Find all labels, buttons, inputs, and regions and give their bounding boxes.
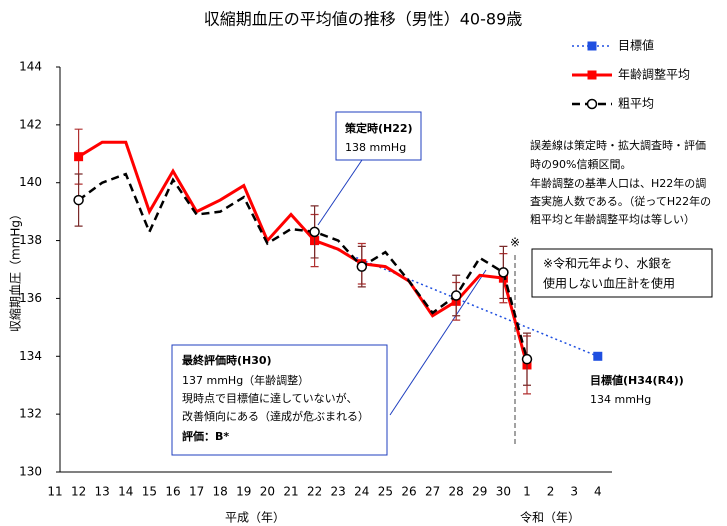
x-axis-label: 令和（年） xyxy=(520,510,580,525)
x-tick-label: 1 xyxy=(523,485,531,499)
x-tick-label: 24 xyxy=(354,485,369,499)
x-tick-label: 29 xyxy=(472,485,487,499)
reiwa-mark: ※ xyxy=(510,236,520,250)
x-tick-label: 21 xyxy=(283,485,298,499)
note-text: 年齢調整の基準人口は、H22年の調 xyxy=(530,176,706,190)
note-box xyxy=(531,248,713,298)
y-tick-label: 136 xyxy=(19,291,42,305)
point xyxy=(73,194,84,206)
point xyxy=(356,261,368,272)
annotation-text: 138 mmHg xyxy=(345,141,406,154)
series-line xyxy=(77,140,529,366)
y-tick-label: 130 xyxy=(19,465,42,479)
y-tick-label: 138 xyxy=(19,233,42,247)
y-tick-label: 134 xyxy=(19,349,42,363)
x-tick-label: 23 xyxy=(331,485,346,499)
point xyxy=(74,152,84,162)
x-tick-label: 20 xyxy=(260,485,275,499)
point xyxy=(450,290,462,301)
x-tick-label: 2 xyxy=(547,485,555,499)
x-tick-label: 12 xyxy=(71,485,86,499)
legend-label: 目標値 xyxy=(618,38,654,53)
x-tick-label: 18 xyxy=(213,485,228,499)
legend-marker xyxy=(587,70,597,80)
annotation-text: 現時点で目標値に達していないが、 xyxy=(182,391,357,405)
x-tick-label: 15 xyxy=(142,485,157,499)
chart-title: 収縮期血圧の平均値の推移（男性）40-89歳 xyxy=(204,10,523,29)
y-tick-label: 140 xyxy=(19,175,42,189)
annotation-text: 137 mmHg（年齢調整） xyxy=(182,373,309,387)
annotation-text: 目標値(H34(R4)) xyxy=(590,373,684,387)
point xyxy=(593,351,603,361)
legend-label: 粗平均 xyxy=(618,97,654,111)
x-tick-label: 19 xyxy=(236,485,251,499)
x-tick-label: 3 xyxy=(570,485,578,499)
x-tick-label: 13 xyxy=(95,485,110,499)
x-tick-label: 26 xyxy=(401,485,416,499)
legend-marker xyxy=(587,41,597,51)
note-text: 粗平均と年齢調整平均は等しい） xyxy=(530,212,695,226)
x-axis-label: 平成（年） xyxy=(225,511,285,525)
x-tick-label: 17 xyxy=(189,485,204,499)
y-axis-label: 収縮期血圧（mmHg） xyxy=(8,208,23,332)
x-tick-label: 27 xyxy=(425,485,440,499)
x-tick-label: 25 xyxy=(378,485,393,499)
legend-label: 年齢調整平均 xyxy=(618,67,690,82)
x-tick-label: 11 xyxy=(47,485,62,499)
y-tick-label: 132 xyxy=(19,407,42,421)
annotation-box xyxy=(335,111,422,161)
x-tick-label: 30 xyxy=(496,485,511,499)
annotation-text: 策定時(H22) xyxy=(344,121,413,135)
annotation-text: 最終評価時(H30) xyxy=(182,353,272,367)
point xyxy=(309,226,320,238)
note-text: 時の90%信頼区間。 xyxy=(530,158,631,171)
arrow xyxy=(389,269,487,416)
y-tick-label: 142 xyxy=(19,117,42,131)
y-tick-label: 144 xyxy=(19,60,42,74)
arrow xyxy=(317,159,363,226)
x-tick-label: 22 xyxy=(307,485,322,499)
x-tick-label: 4 xyxy=(594,485,602,499)
annotation-text: 改善傾向にある（達成が危ぶまれる） xyxy=(182,409,369,423)
x-tick-label: 16 xyxy=(165,485,180,499)
note-text: 査実施人数である。（従ってH22年の xyxy=(530,194,711,208)
legend-marker xyxy=(586,98,598,110)
annotation-text: 134 mmHg xyxy=(590,393,651,406)
point xyxy=(498,267,509,278)
x-tick-label: 28 xyxy=(449,485,464,499)
note-text: 誤差線は策定時・拡大調査時・評価 xyxy=(530,138,706,152)
point xyxy=(521,353,533,365)
note-text: 使用しない血圧計を使用 xyxy=(543,276,675,291)
note-text: ※令和元年より、水銀を xyxy=(543,256,672,271)
annotation-text: 評価：B* xyxy=(182,429,229,443)
annotation-box xyxy=(171,344,388,456)
x-tick-label: 14 xyxy=(118,485,133,499)
